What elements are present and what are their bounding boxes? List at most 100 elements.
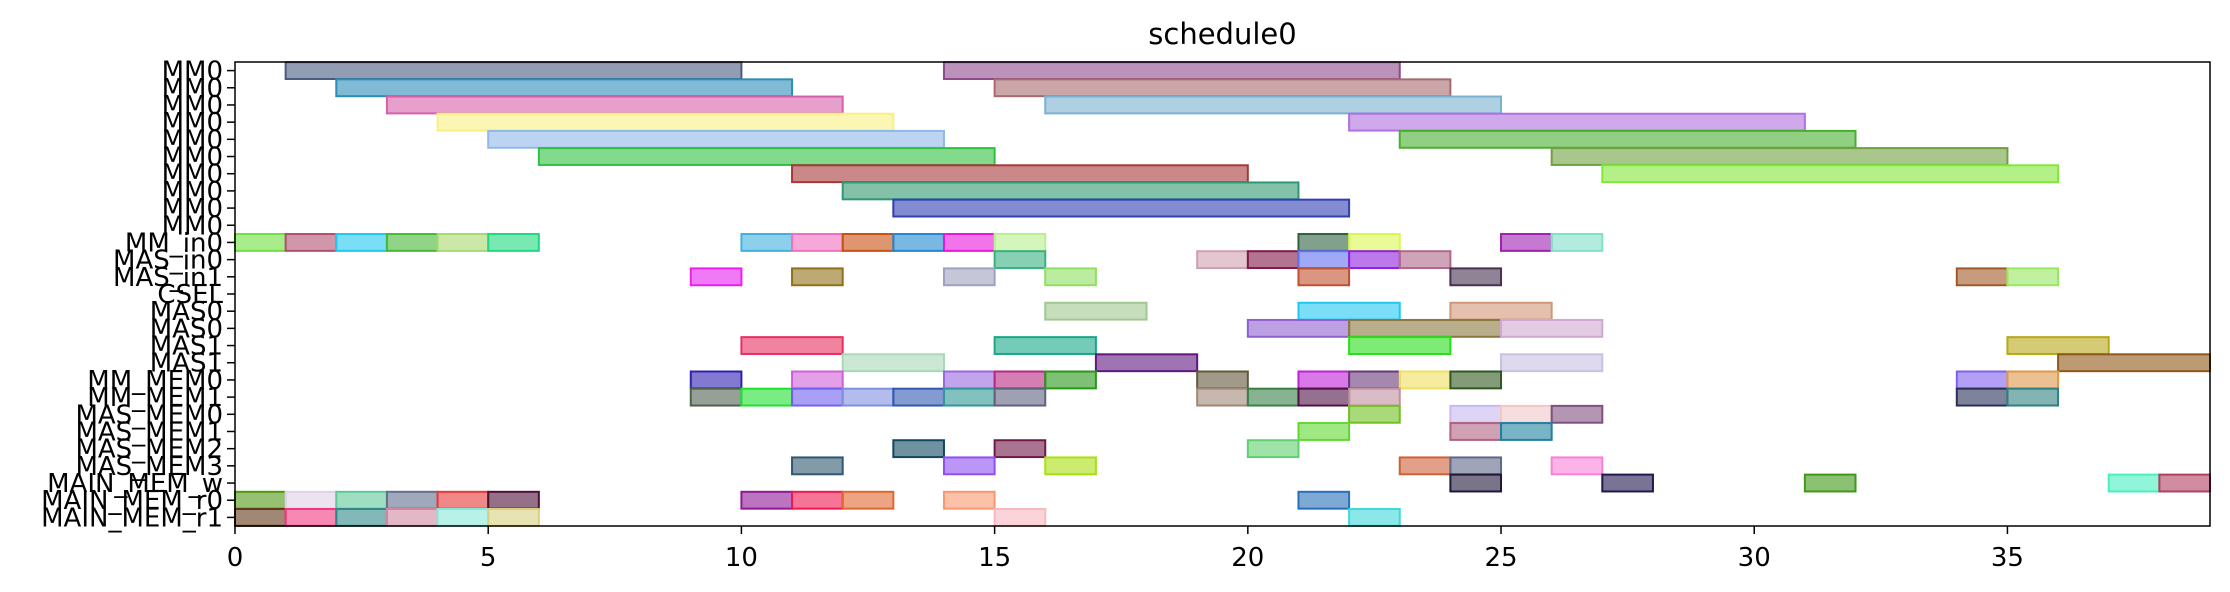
task-bar: [1044, 370, 1097, 390]
task-bar: [841, 353, 945, 373]
task-bar: [436, 490, 490, 510]
x-axis: 0 5 10 15 20 25 30 35: [227, 526, 2024, 573]
y-tick-label: CSEL: [157, 280, 223, 310]
bars-layer: [234, 61, 2211, 527]
task-bar: [487, 233, 540, 252]
y-tick-label: MAIN_MEM_w: [47, 469, 223, 499]
task-bar: [841, 181, 1300, 201]
task-bar: [284, 233, 338, 252]
task-bar: [993, 370, 1047, 390]
task-bar: [841, 490, 895, 510]
task-bar: [335, 490, 388, 510]
task-bar: [2006, 267, 2060, 287]
task-bar: [2158, 473, 2211, 493]
task-bar: [1297, 422, 1351, 441]
task-bar: [1348, 233, 1401, 252]
y-tick-label: MAS1: [150, 332, 223, 362]
task-bar: [1601, 164, 2060, 184]
task-bar: [1044, 301, 1148, 321]
task-bar: [740, 233, 794, 252]
task-bar: [993, 233, 1047, 252]
task-bar: [1601, 473, 1654, 493]
task-bar: [1246, 250, 1300, 270]
x-tick-label: 35: [1991, 543, 2024, 573]
y-tick-label: MM_in0: [125, 228, 223, 258]
task-bar: [942, 233, 996, 252]
task-bar: [1348, 112, 1806, 132]
y-tick-label: MM0: [162, 108, 223, 138]
task-bar: [2057, 353, 2211, 373]
task-bar: [284, 490, 338, 510]
y-tick-label: MM0: [162, 160, 223, 190]
task-bar: [740, 490, 794, 510]
task-bar: [993, 439, 1047, 459]
y-tick-label: MAS_in1: [113, 263, 223, 293]
task-bar: [1348, 250, 1401, 270]
task-bar: [1449, 422, 1503, 441]
y-tick-label: MAS1: [150, 349, 223, 379]
task-bar: [284, 507, 338, 527]
task-bar: [993, 336, 1097, 355]
task-bar: [942, 61, 1401, 81]
task-bar: [791, 164, 1249, 184]
y-tick-label: MAIN_MEM_r1: [41, 503, 223, 533]
task-bar: [436, 233, 490, 252]
task-bar: [1449, 473, 1503, 493]
y-tick-label: MM_MEM1: [87, 383, 223, 413]
y-tick-label: MAIN_MEM_r0: [41, 486, 223, 516]
task-bar: [689, 267, 743, 287]
task-bar: [1500, 404, 1553, 424]
y-tick-label: MM0: [162, 211, 223, 241]
task-bar: [2006, 370, 2060, 390]
task-bar: [1196, 387, 1249, 407]
task-bar: [1955, 387, 2009, 407]
task-bar: [1449, 456, 1503, 476]
task-bar: [234, 490, 287, 510]
task-bar: [993, 250, 1047, 270]
task-bar: [487, 507, 540, 527]
y-axis: MM0MM0MM0MM0MM0MM0MM0MM0MM0MM0MM_in0MAS_…: [41, 57, 235, 533]
task-bar: [436, 112, 895, 132]
task-bar: [1297, 387, 1351, 407]
task-bar: [942, 267, 996, 287]
task-bar: [1500, 318, 1604, 338]
task-bar: [1398, 250, 1452, 270]
task-bar: [841, 387, 895, 407]
y-tick-label: MAS0: [150, 297, 223, 327]
task-bar: [942, 490, 996, 510]
task-bar: [2006, 336, 2110, 355]
task-bar: [1449, 301, 1553, 321]
task-bar: [1550, 147, 2009, 166]
task-bar: [1348, 507, 1401, 527]
task-bar: [234, 233, 287, 252]
y-tick-label: MM0: [162, 57, 223, 87]
task-bar: [1449, 370, 1503, 390]
task-bar: [487, 129, 945, 149]
task-bar: [1500, 422, 1553, 441]
task-bar: [1348, 336, 1452, 355]
task-bar: [436, 507, 490, 527]
task-bar: [1297, 301, 1401, 321]
x-tick-label: 25: [1484, 543, 1517, 573]
task-bar: [1297, 267, 1351, 287]
task-bar: [1955, 370, 2009, 390]
task-bar: [1044, 95, 1503, 115]
task-bar: [2006, 387, 2060, 407]
task-bar: [234, 507, 287, 527]
task-bar: [841, 233, 895, 252]
y-tick-label: MAS_MEM3: [75, 452, 223, 482]
task-bar: [689, 387, 743, 407]
y-tick-label: MAS_MEM2: [75, 435, 223, 465]
task-bar: [284, 61, 743, 81]
task-bar: [1398, 370, 1452, 390]
task-bar: [1297, 490, 1351, 510]
task-bar: [1500, 233, 1553, 252]
task-bar: [1348, 404, 1401, 424]
task-bar: [791, 490, 844, 510]
task-bar: [993, 78, 1452, 98]
task-bar: [1196, 370, 1249, 390]
y-tick-label: MAS_in0: [113, 246, 223, 276]
task-bar: [1398, 129, 1857, 149]
x-tick-label: 10: [725, 543, 758, 573]
task-bar: [335, 233, 388, 252]
